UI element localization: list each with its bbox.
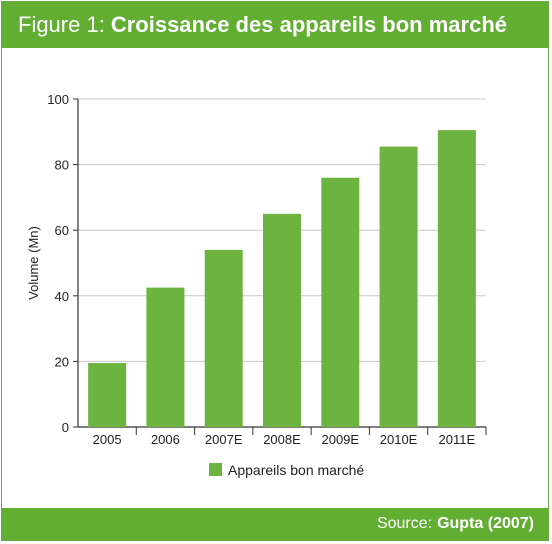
bar-2010E [379,146,418,427]
bar-2005 [88,363,127,427]
y-tick-label: 80 [55,158,69,173]
x-tick-label: 2009E [321,432,359,447]
legend-swatch [209,463,222,476]
x-tick-label: 2010E [380,432,418,447]
chart-title: Croissance des appareils bon marché [110,12,507,37]
x-tick-label: 2005 [93,432,122,447]
bar-2011E [437,130,476,427]
y-tick-label: 40 [55,289,69,304]
x-tick-label: 2006 [151,432,180,447]
y-tick-label: 0 [62,420,69,435]
y-tick-label: 60 [55,223,69,238]
bar-2006 [146,287,185,427]
bar-2007E [204,249,243,427]
x-tick-label: 2011E [439,432,476,447]
bar-2009E [321,177,360,427]
x-tick-label: 2008E [263,432,301,447]
y-tick-label: 100 [47,92,69,107]
source-value: Gupta (2007) [437,515,534,532]
bar-2008E [263,213,301,427]
figure-label: Figure 1: [18,12,105,37]
figure-header: Figure 1: Croissance des appareils bon m… [2,2,548,48]
source-footer: Source: Gupta (2007) [2,508,548,540]
source-label: Source: [376,515,433,532]
legend: Appareils bon marché [209,462,364,478]
x-tick-label: 2007E [205,432,243,447]
legend-label: Appareils bon marché [228,462,364,478]
y-axis-label: Volume (Mn) [26,226,41,300]
y-tick-label: 20 [55,354,69,369]
